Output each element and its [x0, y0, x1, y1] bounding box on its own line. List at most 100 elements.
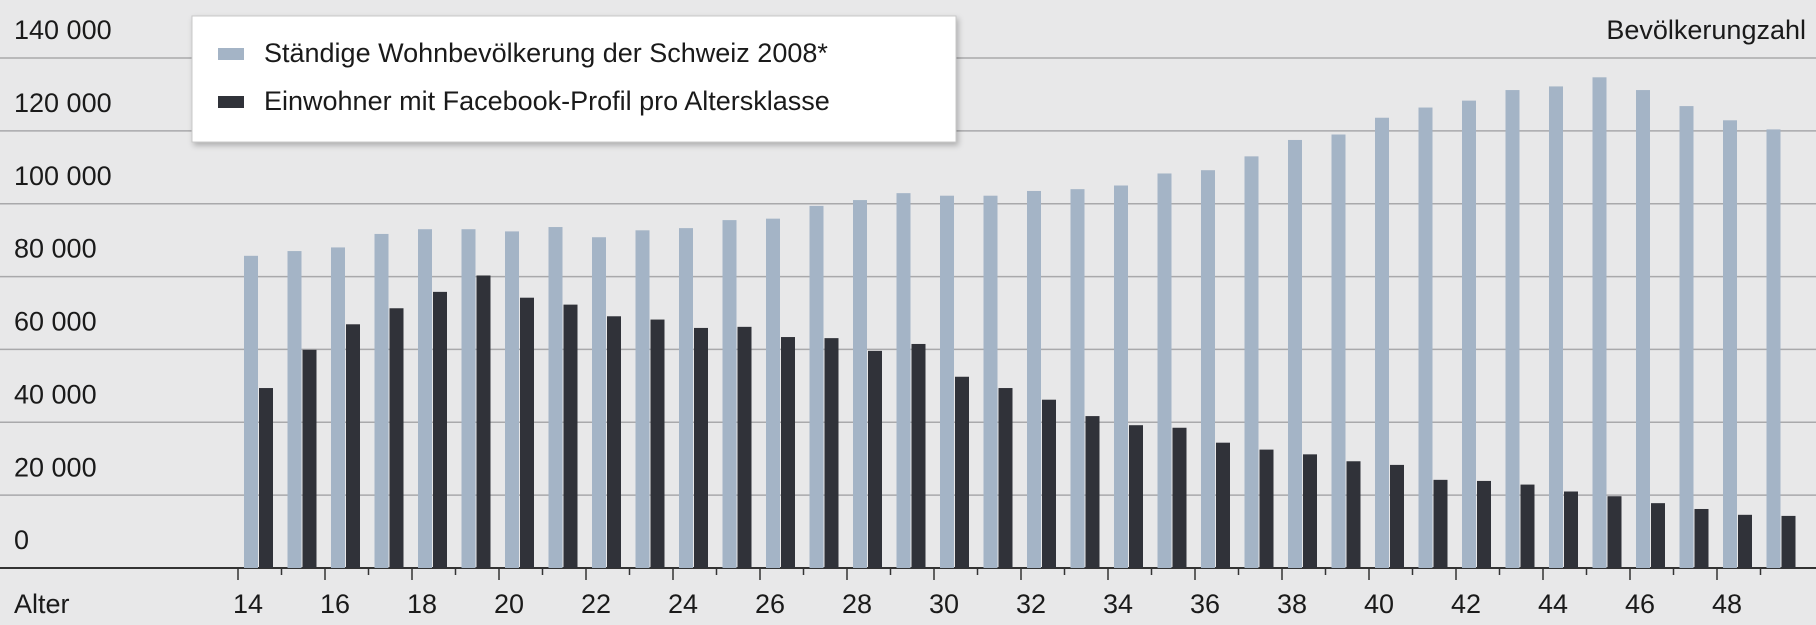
bar — [1085, 416, 1100, 568]
bar — [520, 297, 534, 568]
bar — [1723, 120, 1737, 569]
bar — [1288, 139, 1302, 568]
y-tick-label: 0 — [14, 525, 29, 555]
y-tick-label: 40 000 — [14, 379, 97, 409]
bar — [607, 316, 621, 568]
bar — [998, 388, 1013, 568]
bar — [781, 337, 795, 568]
bar — [244, 255, 258, 569]
bar — [1129, 425, 1143, 568]
bar — [940, 195, 954, 568]
x-tick-label: 18 — [407, 589, 437, 619]
bar — [1303, 454, 1317, 568]
y-tick-label: 140 000 — [14, 15, 112, 45]
bar — [853, 200, 867, 569]
x-tick-label: 16 — [320, 589, 350, 619]
bar — [1462, 100, 1476, 568]
x-tick-label: 48 — [1712, 589, 1742, 619]
bar — [1375, 117, 1389, 568]
bar — [1157, 173, 1172, 568]
bar — [548, 227, 563, 568]
plot: 0 20 000 40 000 60 000 80 000 100 000 120 000 1… — [0, 15, 1816, 619]
x-tick-label: 34 — [1103, 589, 1133, 619]
bar — [679, 228, 693, 568]
legend-swatch — [218, 96, 244, 108]
bar — [896, 193, 911, 568]
x-tick-label: 46 — [1625, 589, 1655, 619]
bar — [722, 220, 737, 568]
x-tick-label: 22 — [581, 589, 611, 619]
bar — [1042, 399, 1056, 568]
x-tick-label: 40 — [1364, 589, 1394, 619]
bar — [694, 327, 708, 568]
x-axis-label: Alter — [14, 589, 70, 619]
bar — [1694, 508, 1709, 568]
y-tick-label: 60 000 — [14, 307, 97, 337]
bar — [418, 229, 432, 568]
bar — [1346, 461, 1361, 568]
bar — [389, 308, 404, 568]
x-tick-label: 38 — [1277, 589, 1307, 619]
bar — [1390, 464, 1404, 568]
bar — [1781, 515, 1796, 568]
bar — [592, 237, 606, 568]
bar — [955, 376, 969, 568]
bar — [1592, 77, 1607, 569]
bar — [1651, 503, 1665, 568]
bar — [461, 229, 476, 568]
bar — [563, 304, 578, 568]
bar — [868, 350, 882, 568]
bar — [1738, 514, 1752, 568]
bar — [1201, 170, 1215, 568]
bar — [983, 195, 998, 568]
bar — [259, 388, 273, 568]
x-tick-label: 20 — [494, 589, 524, 619]
bar — [1114, 185, 1128, 568]
bar — [737, 326, 752, 568]
legend-label: Einwohner mit Facebook-Profil pro Alters… — [264, 86, 830, 116]
bar — [302, 349, 317, 568]
x-tick-label: 30 — [929, 589, 959, 619]
bar — [809, 205, 824, 568]
legend-label: Ständige Wohnbevölkerung der Schweiz 200… — [264, 38, 828, 68]
bar — [1477, 480, 1491, 568]
x-tick-label: 36 — [1190, 589, 1220, 619]
x-tick-label: 42 — [1451, 589, 1481, 619]
bar — [346, 324, 360, 568]
y-tick-label: 120 000 — [14, 88, 112, 118]
bar — [1520, 484, 1535, 568]
bar — [1244, 156, 1259, 568]
bar — [433, 291, 447, 568]
y-tick-label: 80 000 — [14, 234, 97, 264]
bar — [650, 319, 665, 568]
x-tick-label: 14 — [233, 589, 263, 619]
bar — [1766, 129, 1781, 568]
bar — [1549, 86, 1563, 569]
y-tick-label: 20 000 — [14, 452, 97, 482]
bar — [911, 343, 926, 568]
bar — [331, 247, 345, 568]
bar — [1679, 106, 1694, 568]
bar — [287, 251, 302, 569]
bar — [374, 233, 389, 568]
bar — [1505, 90, 1520, 569]
x-tick-label: 44 — [1538, 589, 1568, 619]
bar — [1418, 107, 1433, 569]
bar — [476, 275, 491, 568]
legend-swatch — [218, 48, 244, 60]
x-tick-label: 28 — [842, 589, 872, 619]
legend: Ständige Wohnbevölkerung der Schweiz 200… — [191, 15, 957, 143]
bar — [1564, 491, 1578, 568]
x-tick-label: 26 — [755, 589, 785, 619]
bar — [766, 218, 780, 568]
bar — [1433, 479, 1448, 568]
bar — [824, 338, 839, 568]
y-axis-label: Bevölkerungzahl — [1606, 15, 1806, 45]
bar — [1259, 449, 1274, 568]
bar — [1027, 190, 1041, 568]
x-tick-label: 24 — [668, 589, 698, 619]
x-tick-label: 32 — [1016, 589, 1046, 619]
bar — [1070, 189, 1085, 568]
bar — [1607, 496, 1622, 568]
